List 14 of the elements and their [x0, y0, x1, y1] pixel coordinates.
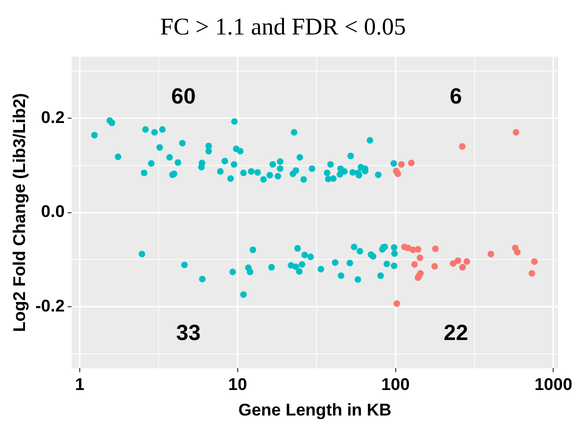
x-axis-title: Gene Length in KB — [238, 400, 392, 420]
y-axis-title: Log2 Fold Change (Lib3/Lib2) — [10, 93, 29, 332]
annotation: 33 — [176, 320, 201, 346]
y-tick-label: 0.0 — [41, 202, 65, 222]
x-tick-label: 1000 — [534, 375, 572, 394]
annotation: 60 — [171, 83, 196, 108]
x-tick-label: 1 — [74, 375, 84, 394]
chart-title: FC > 1.1 and FDR < 0.05 — [160, 14, 406, 41]
x-tick-label: 100 — [381, 375, 410, 394]
y-tick-label: -0.2 — [35, 296, 65, 316]
annotation: 6 — [450, 83, 462, 108]
annotation: 22 — [444, 320, 468, 346]
x-tick-label: 10 — [228, 375, 248, 394]
y-tick-label: 0.2 — [41, 108, 65, 127]
